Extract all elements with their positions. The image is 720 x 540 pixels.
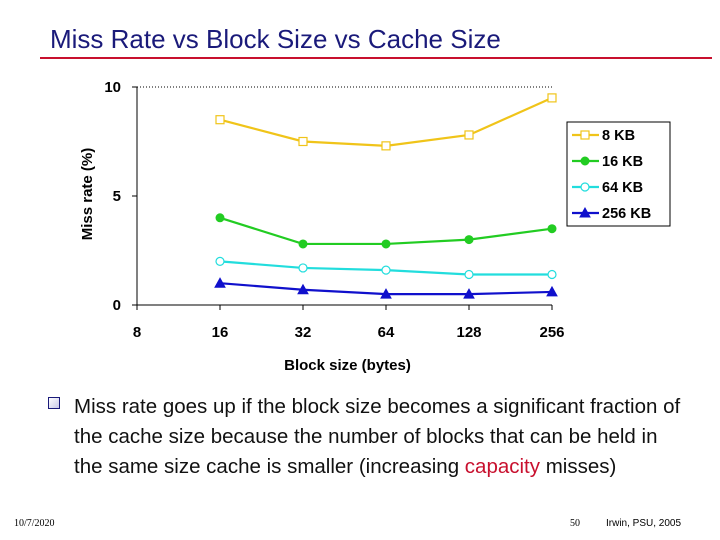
- footer-credit: Irwin, PSU, 2005: [606, 518, 682, 529]
- data-point: [381, 141, 391, 151]
- legend-label: 64 KB: [602, 180, 643, 196]
- data-point: [298, 136, 308, 147]
- x-tick-label: 64: [378, 324, 395, 341]
- legend-swatch-marker: [580, 130, 590, 140]
- data-point: [464, 130, 474, 140]
- x-axis-title: Block size (bytes): [284, 357, 411, 374]
- bullet-text-end: misses): [540, 455, 617, 478]
- data-point: [464, 269, 474, 280]
- legend-label: 8 KB: [602, 128, 635, 144]
- legend-swatch-marker: [579, 206, 591, 218]
- x-tick-label: 16: [212, 324, 229, 341]
- data-point: [214, 277, 226, 288]
- y-axis-title: Miss rate (%): [79, 148, 96, 241]
- legend-swatch-marker: [580, 156, 590, 166]
- data-point: [298, 263, 308, 273]
- bullet-text-start: Miss rate goes up if the block size beco…: [74, 395, 681, 478]
- legend-swatch-marker: [580, 182, 590, 192]
- bullet-text-highlight: capacity: [464, 455, 541, 478]
- data-point: [381, 239, 391, 249]
- y-tick-label: 5: [113, 188, 121, 205]
- data-point: [380, 288, 392, 299]
- y-tick-label: 10: [104, 79, 121, 96]
- x-tick-label: 32: [295, 324, 312, 341]
- x-tick-label: 8: [133, 324, 141, 341]
- footer-date: 10/7/2020: [14, 518, 55, 529]
- y-tick-label: 0: [113, 297, 121, 314]
- bullet-icon: [48, 397, 60, 409]
- data-point: [547, 93, 557, 103]
- data-point: [546, 285, 558, 297]
- data-point: [464, 235, 474, 245]
- data-point: [298, 239, 308, 249]
- data-point: [547, 224, 557, 234]
- bullet-text: Miss rate goes up if the block size beco…: [74, 392, 684, 482]
- x-tick-label: 128: [456, 324, 481, 341]
- legend-label: 256 KB: [602, 206, 651, 222]
- title-underline: [40, 57, 712, 59]
- data-point: [381, 265, 391, 275]
- data-point: [215, 213, 225, 223]
- footer-page-number: 50: [570, 518, 580, 529]
- series-line-0: [219, 96, 553, 147]
- data-point: [463, 288, 475, 299]
- miss-rate-chart: 0 5 10 8 16 32 64 128 256 Block size (bytes) Miss …: [79, 79, 671, 374]
- slide-title: Miss Rate vs Block Size vs Cache Size: [50, 24, 501, 54]
- legend-label: 16 KB: [602, 154, 643, 170]
- data-point: [215, 256, 225, 266]
- x-tick-label: 256: [539, 324, 564, 341]
- data-point: [297, 283, 309, 295]
- data-point: [547, 269, 557, 280]
- data-point: [215, 115, 225, 125]
